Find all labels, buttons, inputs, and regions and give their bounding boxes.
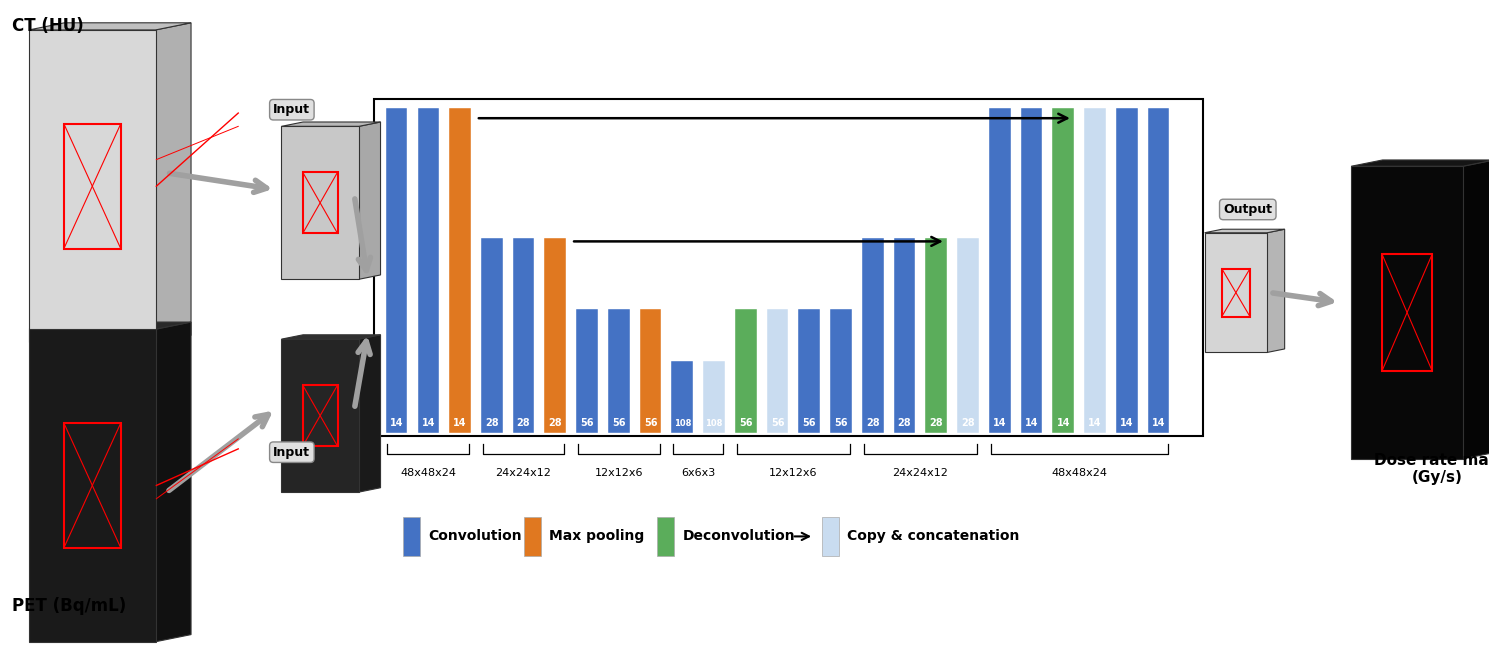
Bar	[1053, 108, 1074, 433]
Text: 14: 14	[1151, 418, 1166, 428]
Text: 12x12x6: 12x12x6	[594, 468, 643, 478]
Text: 28: 28	[485, 418, 499, 428]
Polygon shape	[1205, 229, 1285, 233]
Text: 14: 14	[1024, 418, 1038, 428]
Bar	[736, 309, 756, 433]
Bar	[1084, 108, 1106, 433]
Text: 28: 28	[867, 418, 880, 428]
Bar	[989, 108, 1011, 433]
Bar	[386, 108, 408, 433]
Bar	[28, 329, 156, 642]
Text: 48x48x24: 48x48x24	[1051, 468, 1108, 478]
Text: Input: Input	[274, 446, 310, 459]
Bar	[608, 309, 630, 433]
Bar	[1382, 254, 1432, 371]
Bar	[640, 309, 661, 433]
Text: 28: 28	[548, 418, 561, 428]
Text: 28: 28	[962, 418, 975, 428]
Polygon shape	[281, 334, 381, 339]
Bar	[512, 238, 535, 433]
Text: 56: 56	[581, 418, 594, 428]
Bar	[862, 238, 883, 433]
Bar	[1020, 108, 1042, 433]
Text: 24x24x12: 24x24x12	[496, 468, 551, 478]
Text: 48x48x24: 48x48x24	[401, 468, 456, 478]
Polygon shape	[1462, 160, 1489, 459]
Bar	[831, 309, 852, 433]
Text: 28: 28	[517, 418, 530, 428]
Text: Max pooling: Max pooling	[549, 529, 645, 543]
Bar	[281, 339, 359, 492]
Polygon shape	[359, 334, 381, 492]
Text: Output: Output	[1224, 203, 1272, 216]
Bar	[1205, 233, 1267, 352]
Text: 14: 14	[1088, 418, 1102, 428]
Text: 14: 14	[421, 418, 435, 428]
Text: 56: 56	[643, 418, 657, 428]
Bar	[576, 309, 597, 433]
Text: Dose rate map
(Gy/s): Dose rate map (Gy/s)	[1374, 453, 1489, 485]
Text: 56: 56	[739, 418, 752, 428]
Polygon shape	[1352, 160, 1489, 166]
Text: PET (Bq/mL): PET (Bq/mL)	[12, 597, 127, 615]
Text: 108: 108	[673, 419, 691, 428]
Bar	[1148, 108, 1169, 433]
Bar	[672, 361, 692, 433]
Bar	[893, 238, 916, 433]
Polygon shape	[156, 23, 191, 342]
Bar	[481, 238, 503, 433]
Polygon shape	[28, 322, 191, 329]
Text: Copy & concatenation: Copy & concatenation	[847, 529, 1020, 543]
Bar	[281, 126, 359, 279]
Text: 12x12x6: 12x12x6	[770, 468, 817, 478]
Text: CT (HU): CT (HU)	[12, 17, 83, 35]
Text: 14: 14	[1057, 418, 1071, 428]
Polygon shape	[1267, 229, 1285, 352]
Bar	[417, 108, 439, 433]
Bar	[524, 517, 541, 556]
Bar	[64, 423, 121, 548]
Text: 56: 56	[803, 418, 816, 428]
Text: 108: 108	[706, 419, 722, 428]
Bar	[767, 309, 788, 433]
Text: 14: 14	[993, 418, 1007, 428]
Text: 24x24x12: 24x24x12	[892, 468, 948, 478]
Bar	[374, 99, 1203, 436]
Bar	[798, 309, 820, 433]
Polygon shape	[156, 322, 191, 642]
Bar	[28, 30, 156, 342]
Text: Convolution: Convolution	[429, 529, 523, 543]
Bar	[703, 361, 725, 433]
Bar	[657, 517, 675, 556]
Bar	[404, 517, 420, 556]
Bar	[926, 238, 947, 433]
Text: 14: 14	[390, 418, 404, 428]
Text: 6x6x3: 6x6x3	[680, 468, 715, 478]
Text: 28: 28	[929, 418, 943, 428]
Text: 56: 56	[612, 418, 625, 428]
Text: 28: 28	[898, 418, 911, 428]
Text: 14: 14	[453, 418, 466, 428]
Polygon shape	[359, 122, 381, 279]
Text: Input: Input	[274, 103, 310, 116]
Text: 56: 56	[834, 418, 847, 428]
Bar	[64, 124, 121, 249]
Bar	[302, 385, 338, 446]
Text: Deconvolution: Deconvolution	[682, 529, 795, 543]
Bar	[1222, 269, 1249, 317]
Bar	[1352, 166, 1462, 459]
Bar	[302, 172, 338, 233]
Bar	[957, 238, 978, 433]
Bar	[822, 517, 840, 556]
Bar	[545, 238, 566, 433]
Text: 14: 14	[1120, 418, 1133, 428]
Polygon shape	[281, 122, 381, 126]
Text: 56: 56	[771, 418, 785, 428]
Polygon shape	[28, 23, 191, 30]
Bar	[450, 108, 471, 433]
Bar	[1115, 108, 1138, 433]
